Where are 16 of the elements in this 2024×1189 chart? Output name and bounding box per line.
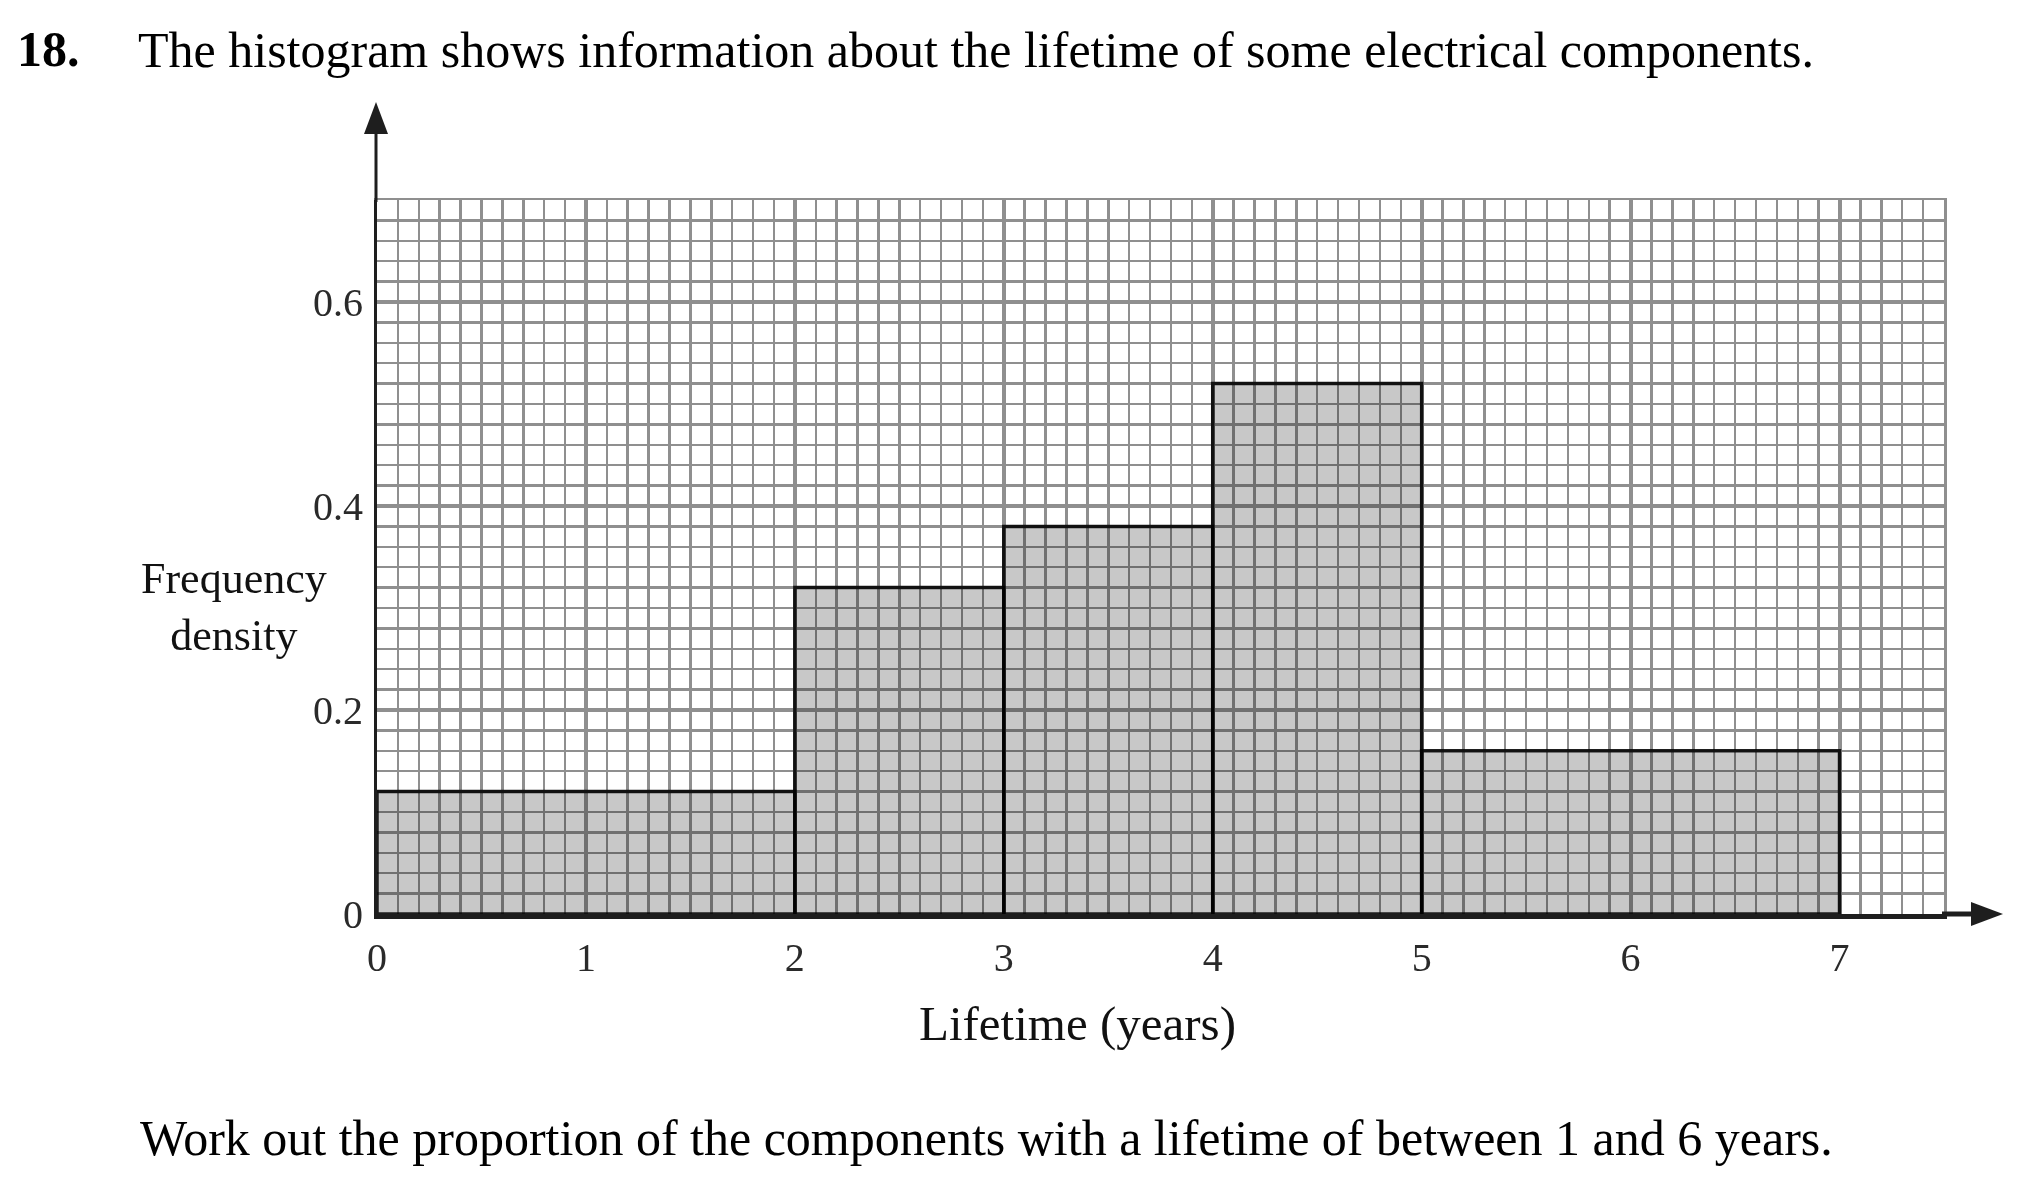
- y-tick-label: 0: [343, 892, 363, 937]
- x-tick-label: 1: [575, 935, 596, 980]
- x-tick-label: 4: [1202, 935, 1223, 980]
- text: 18.: [17, 21, 80, 77]
- chart-title: The histogram shows information about the lifetime of some electrical components.: [138, 21, 1814, 78]
- x-tick-label: 5: [1411, 935, 1432, 980]
- y-tick-label: 0.6: [313, 280, 363, 325]
- x-tick-label: 3: [993, 935, 1014, 980]
- x-tick-label: 6: [1620, 935, 1641, 980]
- y-axis-title: Frequency density: [141, 554, 327, 661]
- x-axis-title: Lifetime (years): [919, 996, 1236, 1051]
- x-tick-label: 2: [784, 935, 805, 980]
- text: Work out the proportion of the components with a lifetime of between 1 and 6 years.: [140, 1110, 1833, 1166]
- x-tick-label: 7: [1829, 935, 1850, 980]
- y-tick-label: 0.4: [313, 484, 363, 529]
- y-tick-label: 0.2: [313, 688, 363, 733]
